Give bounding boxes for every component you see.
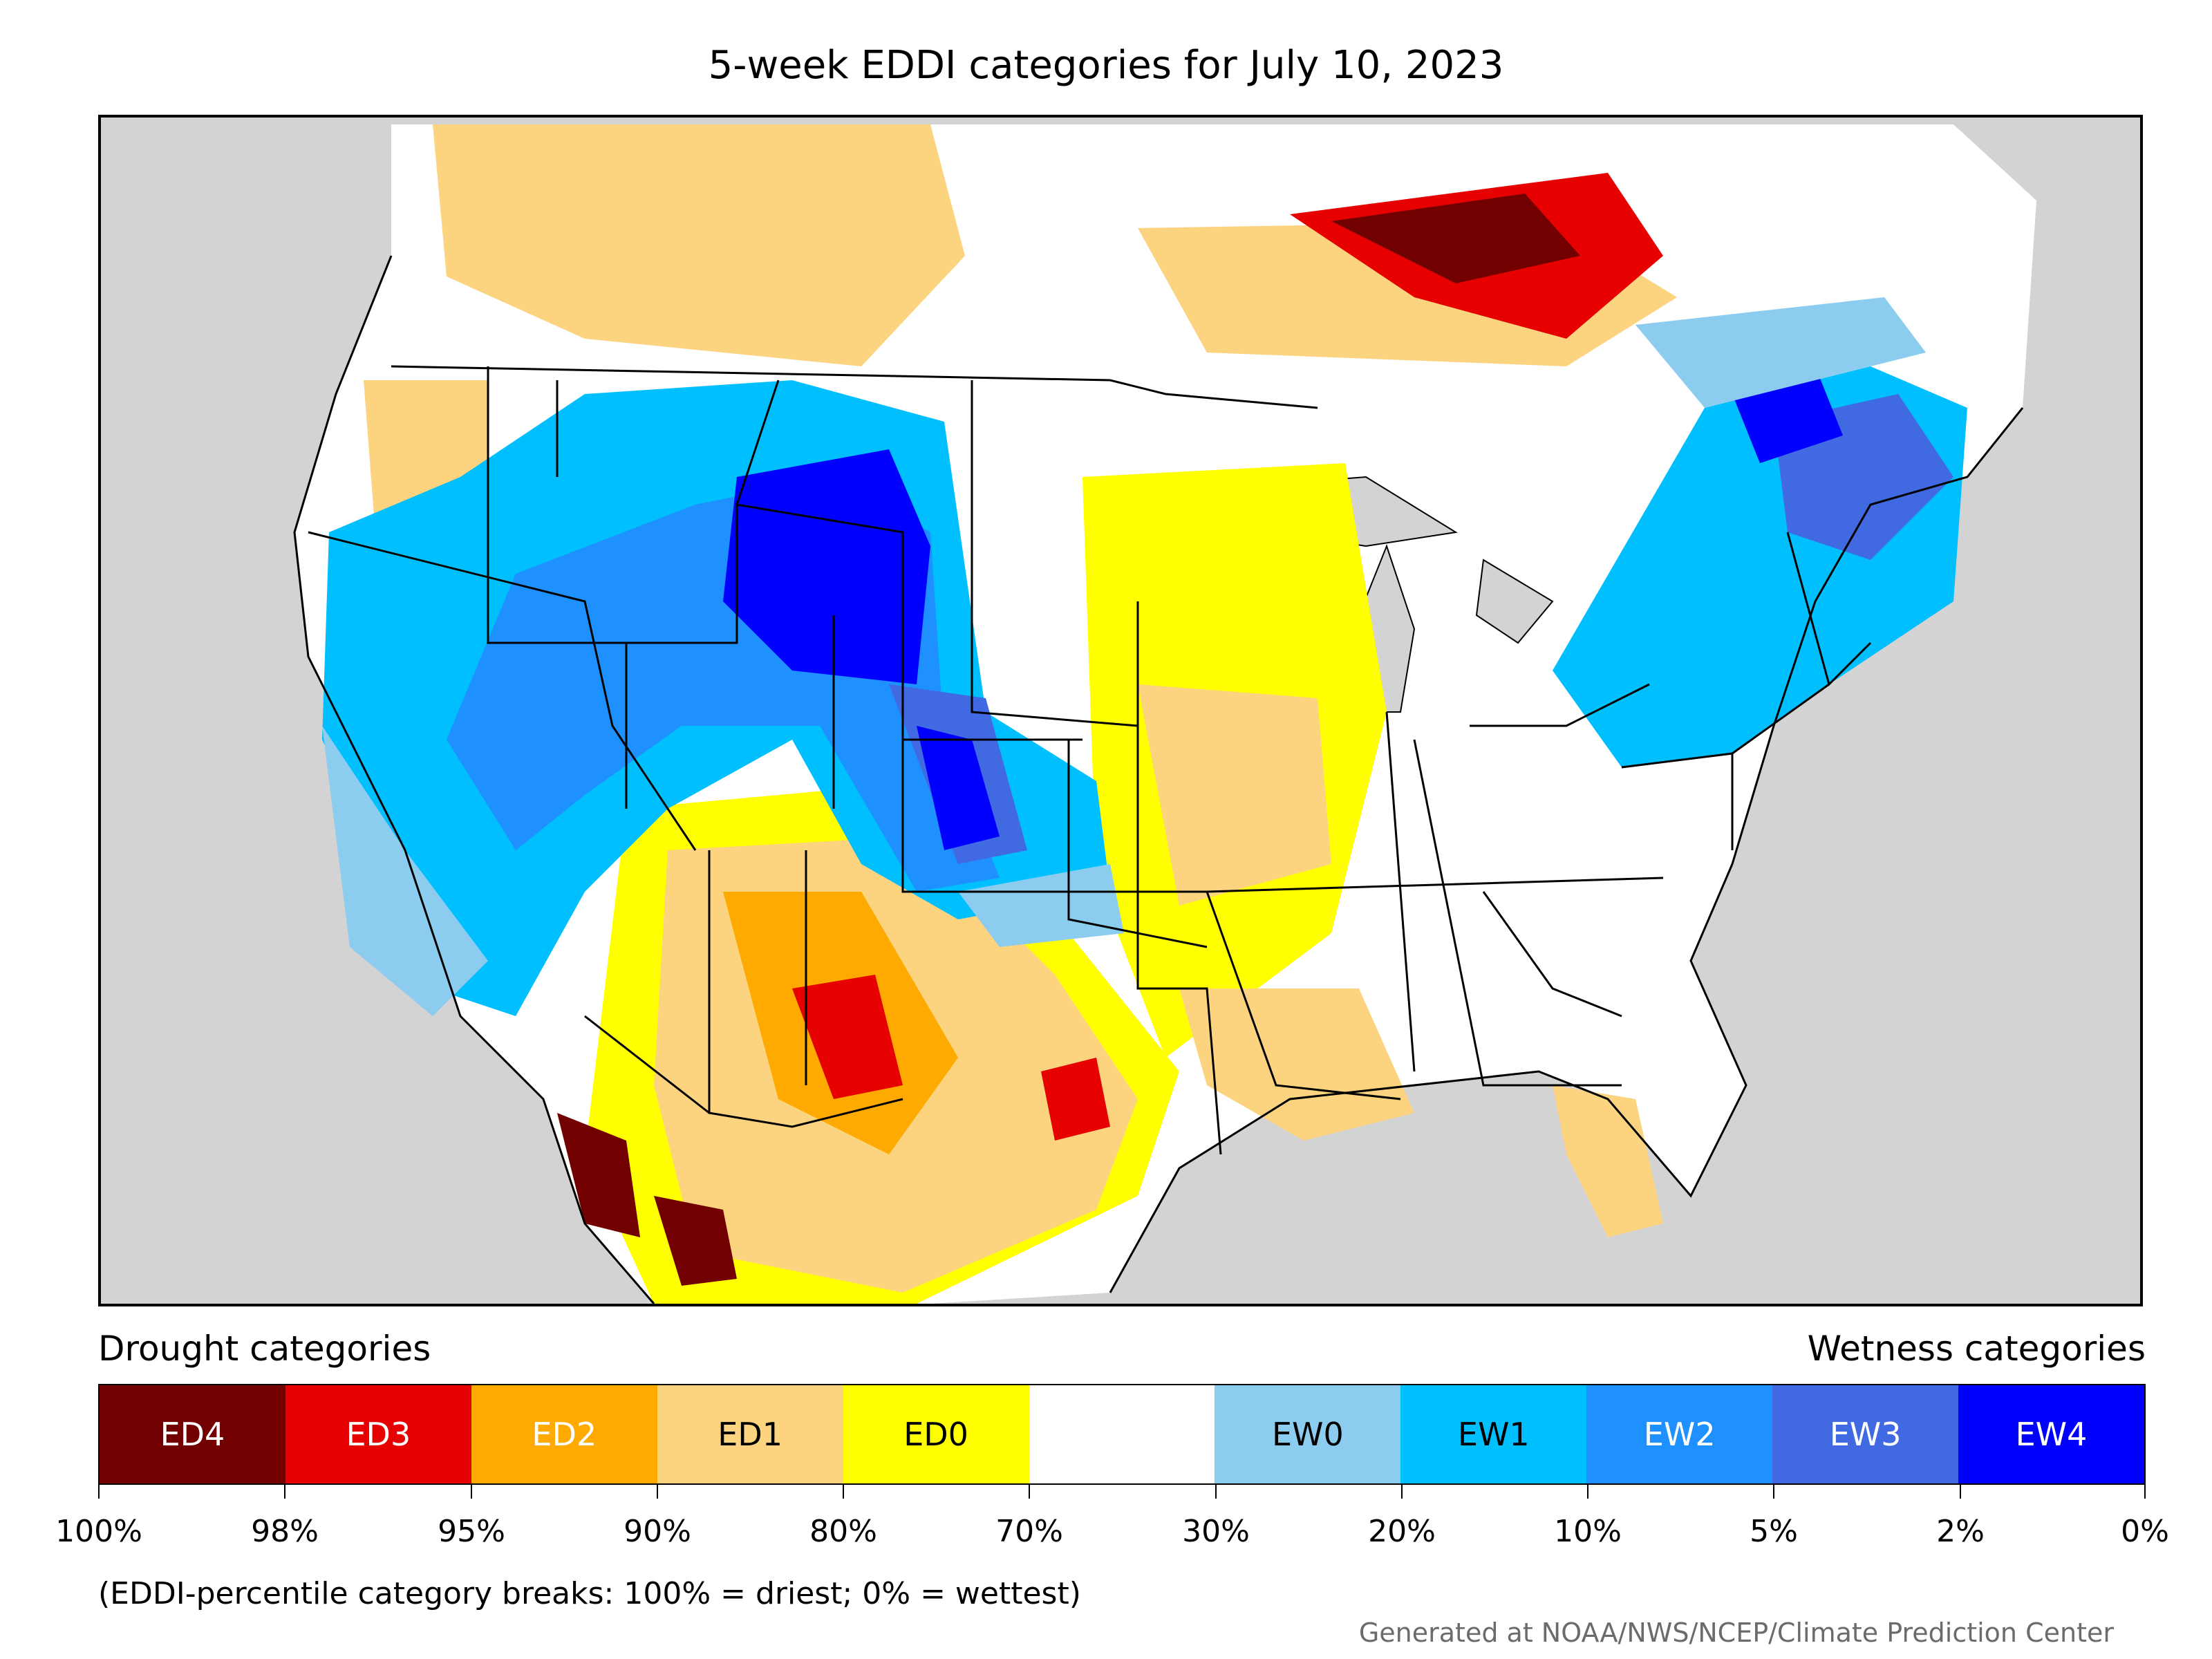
legend-tick-label: 90% — [624, 1514, 691, 1549]
legend-tick — [843, 1485, 844, 1499]
legend-tick — [2144, 1485, 2146, 1499]
region-ed1-gulf — [1179, 988, 1414, 1141]
legend-tick — [1960, 1485, 1961, 1499]
legend-cell-ed3: ED3 — [285, 1385, 471, 1483]
legend-tick — [657, 1485, 658, 1499]
legend-cell-ed4: ED4 — [100, 1385, 285, 1483]
legend-tick-label: 98% — [251, 1514, 319, 1549]
legend-cell-ew0: EW0 — [1215, 1385, 1401, 1483]
region-ew4-wyoming — [723, 449, 930, 684]
legend-tick — [1215, 1485, 1217, 1499]
legend-cell-ew3: EW3 — [1772, 1385, 1959, 1483]
legend-tick — [1773, 1485, 1774, 1499]
region-ew4-colorado — [917, 726, 1000, 850]
region-ew0-quebec — [1635, 297, 1926, 408]
legend-cell-ed0: ED0 — [843, 1385, 1029, 1483]
state-borders — [308, 365, 1872, 1155]
legend-cell-ed2: ED2 — [471, 1385, 657, 1483]
region-ew0-west — [322, 726, 1124, 1016]
legend-tick — [284, 1485, 285, 1499]
legend-tick-label: 0% — [2121, 1514, 2169, 1549]
legend-cell-ew4: EW4 — [1958, 1385, 2144, 1483]
legend-tick — [1029, 1485, 1030, 1499]
legend-tick-label: 95% — [438, 1514, 505, 1549]
legend-tick-label: 30% — [1182, 1514, 1250, 1549]
region-ed1-midwest — [1138, 684, 1331, 906]
legend-cell-ew2: EW2 — [1586, 1385, 1773, 1483]
legend-tick-label: 10% — [1554, 1514, 1622, 1549]
eddi-map — [98, 115, 2143, 1306]
region-ed3-nm-tx — [792, 975, 1110, 1141]
legend-tick — [98, 1485, 100, 1499]
legend-tick-label: 70% — [995, 1514, 1063, 1549]
credit-line: Generated at NOAA/NWS/NCEP/Climate Predi… — [1358, 1618, 2114, 1648]
wetness-categories-heading: Wetness categories — [1807, 1329, 2146, 1369]
legend-tick-label: 100% — [55, 1514, 142, 1549]
map-title: 5-week EDDI categories for July 10, 2023 — [708, 43, 1504, 88]
legend-tick — [471, 1485, 472, 1499]
legend-tick-label: 2% — [1936, 1514, 1985, 1549]
region-ed4-ontario — [1331, 194, 1580, 283]
legend-tick-label: 80% — [809, 1514, 877, 1549]
region-ed1-canada-west — [433, 124, 965, 366]
legend-tick-label: 20% — [1368, 1514, 1436, 1549]
drought-categories-heading: Drought categories — [98, 1329, 431, 1369]
legend-cell-ew1: EW1 — [1400, 1385, 1587, 1483]
region-ed1-florida — [1553, 1085, 1663, 1237]
color-legend-bar: ED4 ED3 ED2 ED1 ED0 EW0 EW1 EW2 EW3 EW4 — [98, 1384, 2146, 1485]
legend-cell-neutral — [1029, 1385, 1215, 1483]
coastline — [293, 255, 2024, 1304]
region-ed4-mexico — [557, 1113, 737, 1286]
legend-tick — [1587, 1485, 1588, 1499]
legend-tick-label: 5% — [1750, 1514, 1798, 1549]
legend-cell-ed1: ED1 — [657, 1385, 843, 1483]
category-breaks-note: (EDDI-percentile category breaks: 100% =… — [98, 1576, 1081, 1611]
legend-tick — [1401, 1485, 1403, 1499]
